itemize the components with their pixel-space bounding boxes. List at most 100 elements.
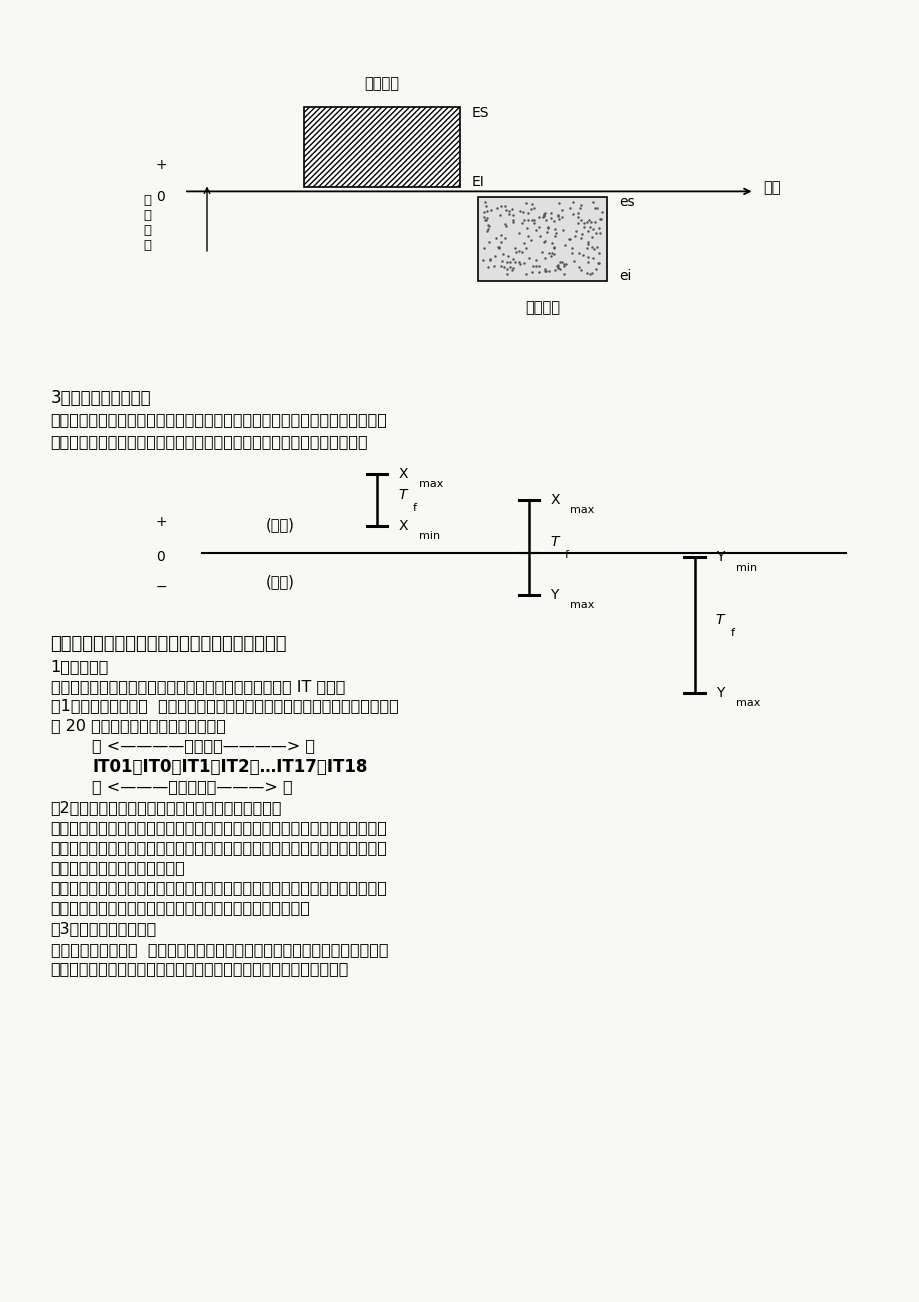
Point <box>576 217 591 238</box>
Point <box>492 237 506 258</box>
Point <box>528 250 543 271</box>
Text: T: T <box>550 535 558 549</box>
Point <box>516 253 531 273</box>
Point <box>558 254 573 275</box>
Point <box>550 256 564 277</box>
Point <box>495 243 510 264</box>
Point <box>546 243 561 264</box>
Point <box>580 263 595 284</box>
Text: 分 20 级。全部标准公差等级系列为：: 分 20 级。全部标准公差等级系列为： <box>51 717 225 733</box>
Text: 基本尺寸小，则标准公差値小。: 基本尺寸小，则标准公差値小。 <box>51 859 185 875</box>
Point <box>543 203 558 224</box>
Point <box>489 228 504 249</box>
Text: 等级对所有基本尺寸的一组公差也被认为具有同等精确程度。: 等级对所有基本尺寸的一组公差也被认为具有同等精确程度。 <box>51 900 310 915</box>
Point <box>517 263 532 284</box>
Point <box>505 258 520 279</box>
Point <box>580 251 595 272</box>
Point <box>549 223 563 243</box>
Point <box>591 217 606 238</box>
Point <box>476 206 491 227</box>
Point <box>528 219 543 240</box>
Point <box>498 216 513 237</box>
Point <box>583 263 597 284</box>
Point <box>493 204 507 225</box>
Text: 是国标规定拥有确定公差带大小的任一公差，标准公差用 IT 表示。: 是国标规定拥有确定公差带大小的任一公差，标准公差用 IT 表示。 <box>51 678 345 694</box>
Point <box>504 199 518 220</box>
Point <box>568 220 583 241</box>
Point <box>482 249 497 270</box>
Point <box>551 193 566 214</box>
Point <box>499 259 514 280</box>
Point <box>550 256 565 277</box>
Point <box>588 258 603 279</box>
Point <box>525 255 539 276</box>
Point <box>511 251 526 272</box>
Bar <box>478 197 607 281</box>
Point <box>550 204 565 225</box>
Point <box>490 236 505 256</box>
Point <box>475 250 490 271</box>
Point <box>514 212 528 233</box>
Text: Y: Y <box>715 686 723 699</box>
Text: +: + <box>155 159 166 172</box>
Point <box>478 210 493 230</box>
Text: T: T <box>398 488 406 501</box>
Point <box>547 225 562 246</box>
Point <box>584 227 599 247</box>
Point <box>551 258 566 279</box>
Text: +: + <box>155 516 166 529</box>
Point <box>544 242 559 263</box>
Point <box>543 246 558 267</box>
Point <box>594 202 608 223</box>
Point <box>548 260 562 281</box>
Point <box>573 228 587 249</box>
Text: 标准公差数値大。而同一公差等级的孔和轴，基本尺寸大，则标准公差数値大，: 标准公差数値大。而同一公差等级的孔和轴，基本尺寸大，则标准公差数値大， <box>51 840 387 855</box>
Point <box>480 215 494 236</box>
Point <box>571 202 585 223</box>
Point <box>579 238 594 259</box>
Point <box>537 259 551 280</box>
Point <box>498 199 513 220</box>
Text: es: es <box>618 195 634 208</box>
Point <box>584 249 599 270</box>
Point <box>589 198 604 219</box>
Point <box>505 212 519 233</box>
Point <box>528 256 542 277</box>
Point <box>574 224 589 245</box>
Point <box>499 253 514 273</box>
Text: IT01、IT0、IT1、IT2、…IT17、IT18: IT01、IT0、IT1、IT2、…IT17、IT18 <box>92 758 367 776</box>
Point <box>494 251 509 272</box>
Point <box>494 225 508 246</box>
Text: f: f <box>564 551 568 560</box>
Point <box>521 247 536 268</box>
Point <box>511 241 526 262</box>
Point <box>511 223 526 243</box>
Point <box>531 262 546 283</box>
Point <box>564 242 579 263</box>
Point <box>518 193 533 214</box>
Point <box>554 251 569 272</box>
Text: max: max <box>735 698 759 708</box>
Text: 零线: 零线 <box>763 180 780 195</box>
Point <box>494 255 508 276</box>
Point <box>531 216 546 237</box>
Point <box>546 237 561 258</box>
Point <box>496 227 511 247</box>
Point <box>489 198 504 219</box>
Text: EI: EI <box>471 176 484 189</box>
Point <box>594 208 608 229</box>
Point <box>524 210 539 230</box>
Bar <box>303 107 460 187</box>
Text: （1）、标准公差等级  确定尺寸精确程度的等级称为标准公差等级。标准公差共: （1）、标准公差等级 确定尺寸精确程度的等级称为标准公差等级。标准公差共 <box>51 698 398 713</box>
Point <box>539 221 554 242</box>
Point <box>587 198 602 219</box>
Point <box>494 232 508 253</box>
Point <box>580 247 595 268</box>
Point <box>526 212 540 233</box>
Point <box>576 212 591 233</box>
Point <box>536 204 550 225</box>
Point <box>537 203 551 224</box>
Point <box>539 216 554 237</box>
Point <box>505 204 520 225</box>
Point <box>573 194 588 215</box>
